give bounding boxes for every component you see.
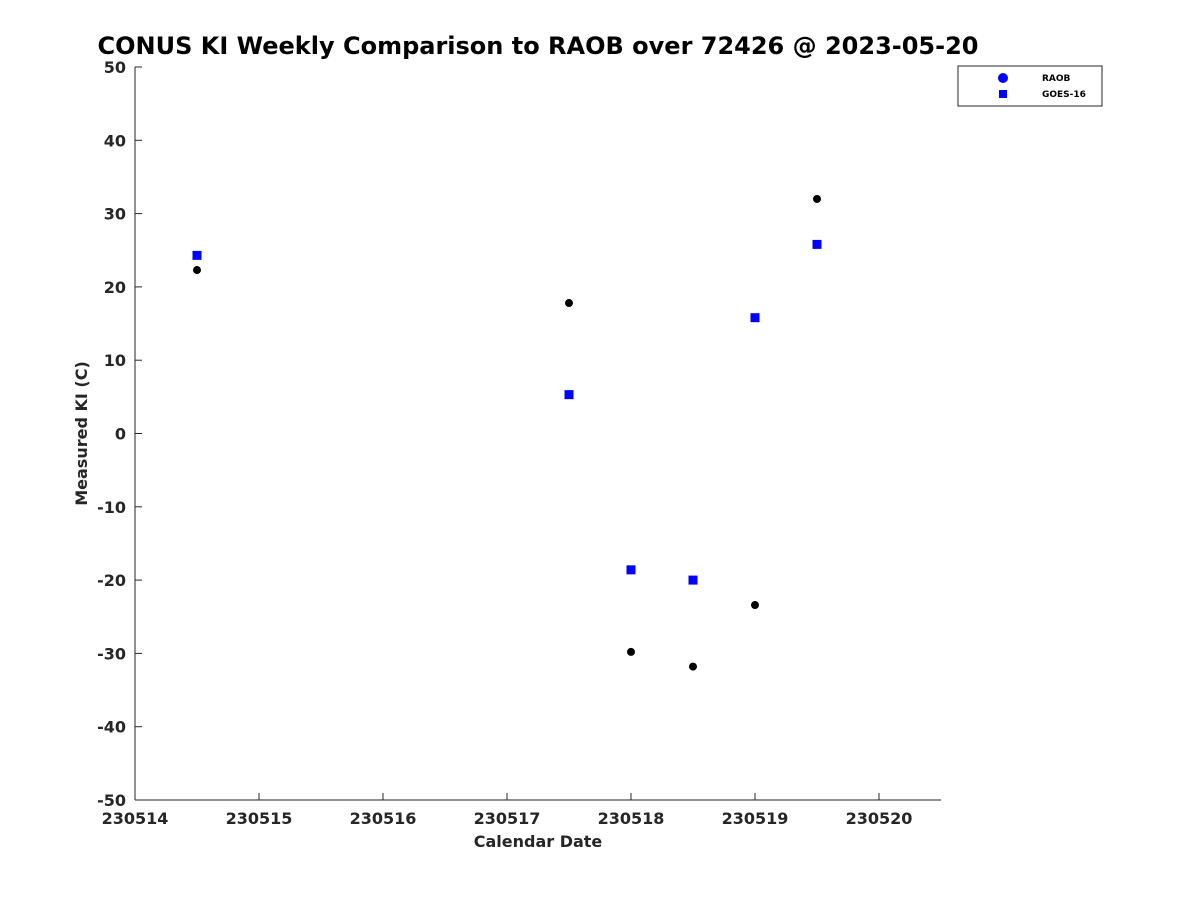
goes-16-point (564, 390, 574, 400)
raob-point (689, 662, 697, 671)
legend-box (957, 65, 1103, 107)
y-axis-label: Measured KI (C) (72, 361, 91, 506)
raob-point (565, 299, 573, 308)
x-tick-label: 230519 (722, 809, 789, 828)
goes-16-point (626, 565, 636, 575)
y-ticks: -50 -40 -30 -20 -10 0 10 20 30 40 50 (97, 58, 142, 810)
x-tick-label: 230516 (350, 809, 417, 828)
raob-point (193, 266, 201, 275)
x-tick-label: 230514 (102, 809, 169, 828)
data-points (192, 194, 822, 671)
y-tick-label: 10 (104, 351, 126, 370)
x-axis-label: Calendar Date (474, 832, 603, 851)
raob-point (813, 194, 821, 203)
legend-marker-goes-16 (999, 90, 1007, 98)
y-tick-label: -10 (97, 498, 126, 517)
y-tick-label: 0 (115, 425, 126, 444)
goes-16-point (812, 239, 822, 249)
legend-label-raob: RAOB (1042, 74, 1071, 84)
x-tick-label: 230518 (598, 809, 665, 828)
y-tick-label: 30 (104, 205, 126, 224)
legend: RAOB GOES-16 (957, 65, 1103, 107)
y-tick-label: -20 (97, 571, 126, 590)
y-tick-label: -50 (97, 791, 126, 810)
y-tick-label: 20 (104, 278, 126, 297)
legend-label-goes-16: GOES-16 (1042, 90, 1086, 100)
y-tick-label: -40 (97, 718, 126, 737)
y-tick-label: 50 (104, 58, 126, 77)
y-tick-label: 40 (104, 131, 126, 150)
raob-point (627, 647, 635, 656)
goes-16-point (750, 313, 760, 323)
x-tick-label: 230515 (226, 809, 293, 828)
legend-marker-raob (998, 73, 1008, 83)
x-ticks: 230514 230515 230516 230517 230518 230519 2305… (102, 793, 913, 828)
chart-title: CONUS KI Weekly Comparison to RAOB over … (98, 32, 979, 60)
goes-16-point (192, 250, 202, 260)
goes-16-point (688, 575, 698, 585)
y-tick-label: -30 (97, 644, 126, 663)
x-tick-label: 230520 (846, 809, 913, 828)
raob-point (751, 601, 759, 610)
x-tick-label: 230517 (474, 809, 541, 828)
